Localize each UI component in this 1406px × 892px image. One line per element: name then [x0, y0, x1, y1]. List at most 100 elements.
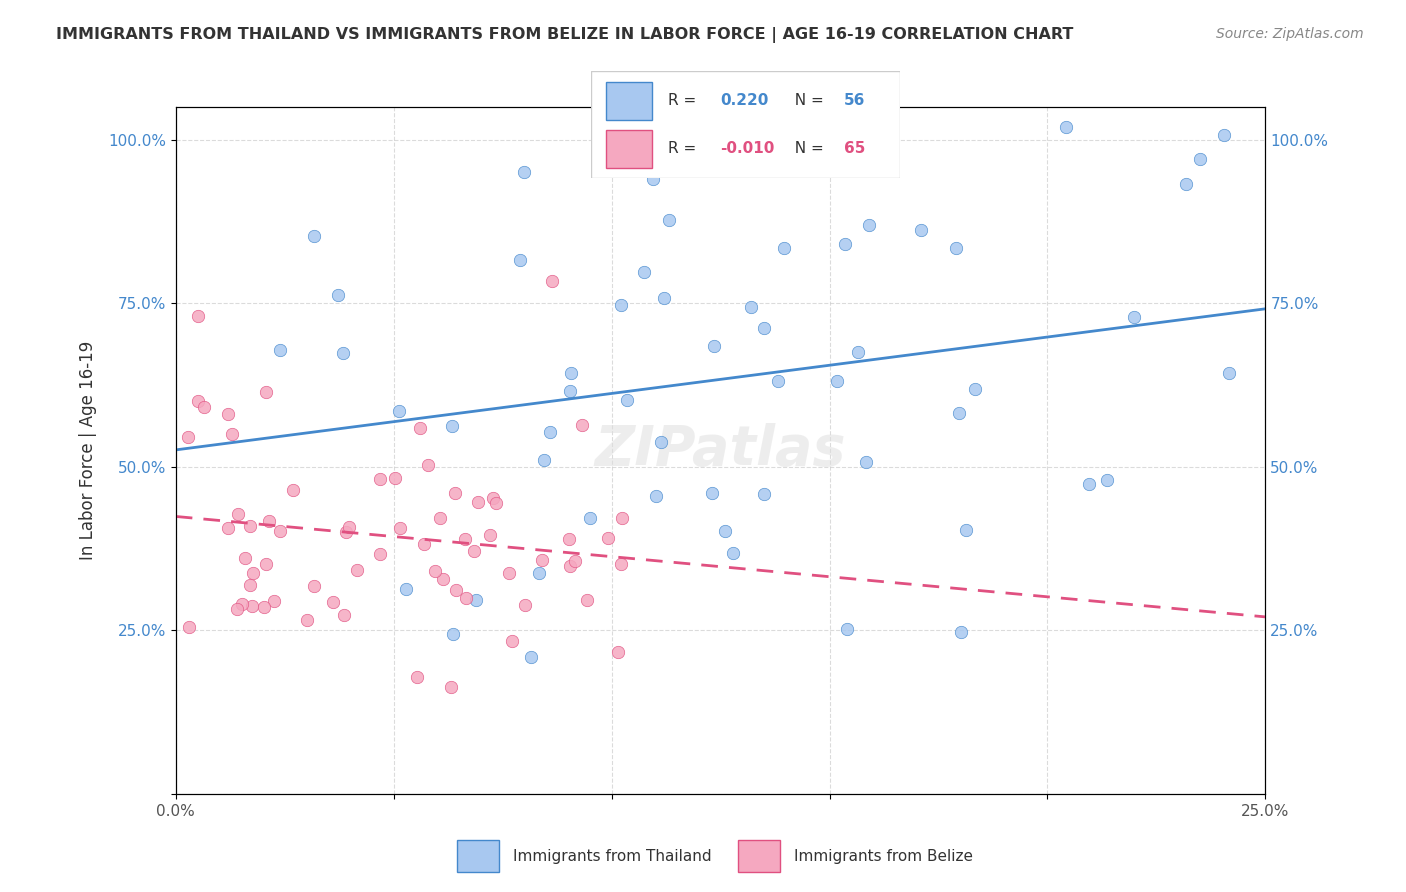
Point	[527, 566, 550, 580]
Point	[533, 453, 555, 467]
Text: R =: R =	[668, 141, 702, 156]
Point	[558, 532, 581, 546]
Point	[440, 680, 463, 694]
Point	[645, 128, 668, 143]
Point	[855, 455, 877, 469]
FancyBboxPatch shape	[606, 130, 652, 168]
Point	[723, 546, 745, 560]
Point	[616, 393, 638, 408]
Point	[332, 346, 354, 360]
Point	[1218, 366, 1240, 380]
Point	[242, 566, 264, 580]
FancyBboxPatch shape	[457, 840, 499, 872]
Text: IMMIGRANTS FROM THAILAND VS IMMIGRANTS FROM BELIZE IN LABOR FORCE | AGE 16-19 CO: IMMIGRANTS FROM THAILAND VS IMMIGRANTS F…	[56, 27, 1074, 43]
Point	[766, 375, 789, 389]
Text: R =: R =	[668, 93, 702, 108]
Point	[612, 511, 634, 525]
Point	[481, 491, 503, 505]
Point	[263, 593, 285, 607]
Text: ZIPatlas: ZIPatlas	[595, 424, 846, 477]
Point	[501, 634, 523, 648]
Point	[650, 434, 672, 449]
Point	[432, 573, 454, 587]
Point	[773, 241, 796, 255]
Point	[416, 458, 439, 473]
Point	[257, 515, 280, 529]
Point	[335, 524, 357, 539]
Point	[1189, 153, 1212, 167]
Point	[596, 531, 619, 545]
Point	[1095, 473, 1118, 487]
Point	[186, 310, 209, 324]
Point	[1212, 128, 1234, 142]
Point	[326, 287, 349, 301]
Point	[405, 669, 427, 683]
Point	[752, 320, 775, 334]
Point	[463, 543, 485, 558]
Point	[579, 511, 602, 525]
Point	[834, 236, 856, 251]
Point	[217, 408, 239, 422]
Point	[429, 510, 451, 524]
Point	[945, 241, 967, 255]
Point	[464, 593, 486, 607]
Point	[479, 528, 502, 542]
Point	[368, 472, 391, 486]
Point	[560, 384, 582, 398]
Point	[302, 229, 325, 244]
Point	[607, 645, 630, 659]
Point	[333, 608, 356, 623]
Point	[825, 374, 848, 388]
Text: N =: N =	[786, 93, 830, 108]
Point	[530, 553, 553, 567]
Point	[221, 427, 243, 442]
Point	[283, 483, 305, 497]
Point	[835, 622, 858, 636]
Point	[1078, 476, 1101, 491]
Point	[177, 430, 200, 444]
Point	[409, 421, 432, 435]
Point	[226, 507, 249, 521]
Point	[467, 495, 489, 509]
Point	[389, 521, 412, 535]
Point	[269, 524, 291, 539]
Point	[233, 550, 256, 565]
Point	[388, 404, 411, 418]
Point	[254, 385, 277, 400]
Point	[858, 218, 880, 232]
Point	[322, 595, 344, 609]
Point	[703, 339, 725, 353]
FancyBboxPatch shape	[738, 840, 780, 872]
Point	[384, 471, 406, 485]
Point	[513, 165, 536, 179]
Point	[444, 582, 467, 597]
Point	[558, 559, 581, 574]
Point	[541, 274, 564, 288]
Point	[948, 406, 970, 420]
Point	[652, 291, 675, 305]
Point	[217, 521, 239, 535]
Point	[441, 627, 464, 641]
Point	[346, 563, 368, 577]
Point	[302, 579, 325, 593]
Point	[1175, 177, 1198, 191]
Point	[239, 519, 262, 533]
Point	[644, 489, 666, 503]
Point	[610, 557, 633, 571]
Point	[337, 520, 360, 534]
Point	[395, 582, 418, 596]
Point	[700, 486, 723, 500]
Point	[560, 367, 582, 381]
Point	[740, 300, 762, 314]
Point	[240, 599, 263, 613]
Point	[269, 343, 291, 357]
Point	[413, 537, 436, 551]
Point	[641, 171, 664, 186]
Point	[509, 253, 531, 268]
Point	[193, 401, 215, 415]
Point	[440, 418, 463, 433]
Point	[231, 597, 253, 611]
Point	[226, 602, 249, 616]
Point	[538, 425, 561, 440]
Point	[610, 298, 633, 312]
